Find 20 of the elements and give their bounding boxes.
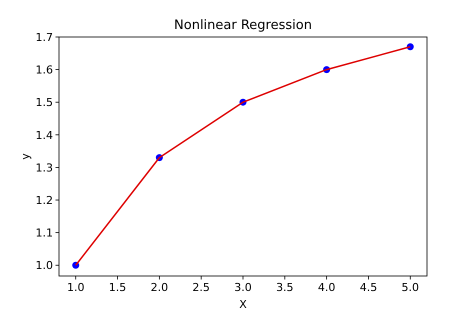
y-tick-label: 1.6 [36,64,53,77]
y-tick-label: 1.0 [36,259,53,272]
y-tick-label: 1.7 [36,31,53,44]
x-tick-label: 4.0 [318,281,336,294]
x-axis-title: X [239,298,248,311]
y-tick-label: 1.4 [36,128,53,142]
y-tick-label: 1.1 [36,226,53,240]
y-tick-label: 1.2 [36,194,53,208]
y-axis-title: y [19,152,32,160]
y-tick-label: 1.3 [36,161,53,174]
y-tick-label: 1.5 [36,96,53,110]
x-tick-label: 2.0 [150,281,168,294]
x-tick-label: 3.5 [276,281,294,294]
chart-title: Nonlinear Regression [174,18,312,33]
x-tick-label: 1.0 [66,281,84,294]
x-tick-label: 2.5 [192,281,210,294]
x-tick-label: 4.5 [360,281,378,294]
x-tick-label: 5.0 [402,281,420,294]
x-tick-label: 3.0 [234,281,252,294]
x-tick-label: 1.5 [108,281,126,294]
